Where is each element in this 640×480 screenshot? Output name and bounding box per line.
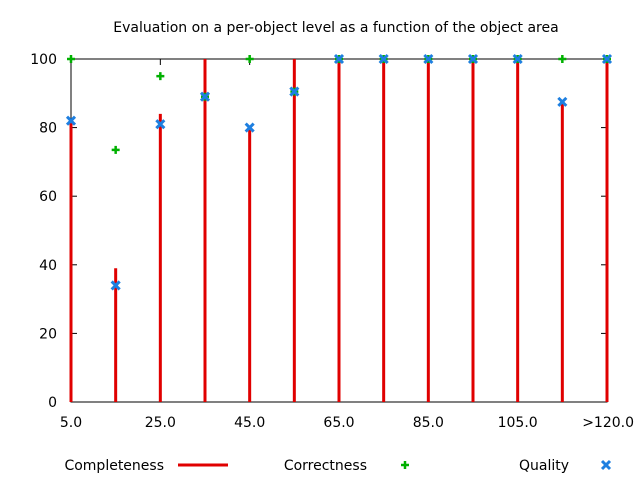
quality-point (199, 91, 211, 102)
x-tick-label: 25.0 (145, 415, 176, 431)
x-axis-ticks: 5.0 25.0 45.0 65.0 85.0 105.0 >120.0 (60, 59, 634, 431)
cross-b (289, 86, 300, 97)
cross-b (244, 122, 255, 133)
legend-swatch-correctness (401, 461, 409, 469)
quality-point (289, 86, 300, 97)
y-tick-label: 40 (39, 258, 57, 274)
x-tick-label: 5.0 (60, 415, 82, 431)
quality-point (467, 53, 479, 65)
cross-b (378, 53, 389, 65)
data-marks (65, 53, 613, 402)
cross-b (600, 459, 612, 471)
cross-b (110, 280, 121, 291)
quality-point (333, 53, 345, 65)
cross-b (199, 91, 211, 102)
cross-b (65, 115, 77, 126)
quality-point (601, 53, 613, 65)
legend: Completeness Correctness Quality (64, 458, 612, 474)
quality-point (378, 53, 389, 65)
correctness-point (558, 55, 567, 63)
correctness-point (245, 55, 254, 63)
cross-b (155, 119, 166, 130)
x-tick-label: 65.0 (323, 415, 354, 431)
y-tick-label: 20 (39, 326, 57, 342)
quality-point (65, 115, 77, 126)
correctness-point (111, 145, 120, 154)
quality-point (423, 53, 434, 65)
legend-label-completeness: Completeness (64, 458, 164, 474)
quality-point (110, 280, 121, 291)
y-tick-label: 80 (39, 121, 57, 137)
quality-point (244, 122, 255, 133)
cross-b (512, 53, 523, 65)
y-tick-label: 60 (39, 189, 57, 205)
y-tick-label: 100 (30, 52, 57, 68)
x-tick-label: >120.0 (582, 415, 634, 431)
x-tick-label: 105.0 (498, 415, 538, 431)
quality-point (512, 53, 523, 65)
legend-label-quality: Quality (519, 458, 569, 474)
cross-b (601, 53, 613, 65)
x-tick-label: 45.0 (234, 415, 265, 431)
correctness-point (67, 55, 75, 63)
quality-point (155, 119, 166, 130)
cross-b (423, 53, 434, 65)
quality-point (557, 96, 568, 107)
correctness-point (156, 72, 165, 81)
cross-b (333, 53, 345, 65)
cross-b (467, 53, 479, 65)
legend-label-correctness: Correctness (284, 458, 367, 474)
x-tick-label: 85.0 (413, 415, 444, 431)
cross-b (557, 96, 568, 107)
legend-swatch-quality (600, 459, 612, 471)
chart-title: Evaluation on a per-object level as a fu… (113, 20, 558, 36)
y-axis-ticks: 0 20 40 60 80 100 (30, 52, 607, 411)
y-tick-label: 0 (48, 395, 57, 411)
